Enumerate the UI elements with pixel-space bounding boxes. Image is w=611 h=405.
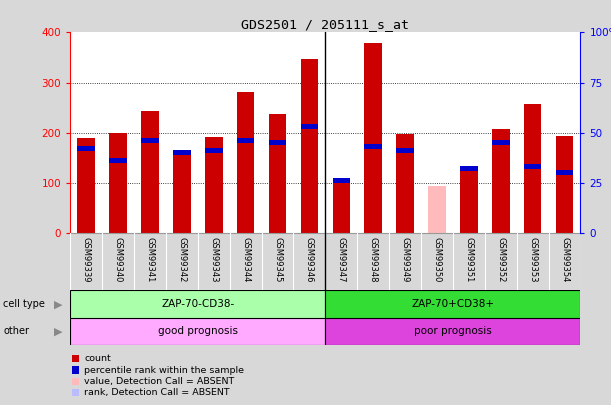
Text: GSM99341: GSM99341 [145, 237, 155, 283]
Text: GSM99344: GSM99344 [241, 237, 250, 283]
Bar [325, 318, 580, 345]
Bar [70, 318, 325, 345]
Title: GDS2501 / 205111_s_at: GDS2501 / 205111_s_at [241, 18, 409, 31]
Text: GSM99339: GSM99339 [82, 237, 90, 283]
Bar [141, 111, 159, 233]
Bar [109, 133, 127, 233]
Bar [173, 151, 191, 233]
Bar [173, 150, 191, 155]
Bar [364, 145, 382, 149]
Text: ▶: ▶ [54, 299, 62, 309]
Text: other: other [3, 326, 29, 336]
Text: GSM99353: GSM99353 [528, 237, 537, 283]
Text: GSM99352: GSM99352 [496, 237, 505, 283]
Bar [332, 181, 350, 233]
Bar [460, 166, 478, 171]
Bar [397, 148, 414, 153]
Text: rank, Detection Call = ABSENT: rank, Detection Call = ABSENT [84, 388, 230, 397]
Bar [301, 124, 318, 129]
Text: GSM99346: GSM99346 [305, 237, 314, 283]
Bar [325, 290, 580, 318]
Bar [269, 141, 287, 145]
Bar [524, 104, 541, 233]
Bar [78, 147, 95, 151]
Bar [205, 136, 222, 233]
Bar [428, 186, 446, 233]
Text: ZAP-70-CD38-: ZAP-70-CD38- [161, 299, 235, 309]
Text: GSM99345: GSM99345 [273, 237, 282, 283]
Text: GSM99340: GSM99340 [114, 237, 123, 283]
Text: GSM99343: GSM99343 [209, 237, 218, 283]
Text: GSM99347: GSM99347 [337, 237, 346, 283]
Bar [237, 92, 254, 233]
Text: GSM99354: GSM99354 [560, 237, 569, 283]
Text: GSM99350: GSM99350 [433, 237, 442, 283]
Bar [556, 136, 573, 233]
Text: cell type: cell type [3, 299, 45, 309]
Bar [269, 114, 287, 233]
Bar [492, 129, 510, 233]
Text: ZAP-70+CD38+: ZAP-70+CD38+ [411, 299, 494, 309]
Bar [492, 141, 510, 145]
Text: count: count [84, 354, 111, 363]
Text: percentile rank within the sample: percentile rank within the sample [84, 366, 244, 375]
Text: GSM99348: GSM99348 [368, 237, 378, 283]
Text: good prognosis: good prognosis [158, 326, 238, 336]
Text: ▶: ▶ [54, 326, 62, 336]
Bar [70, 290, 325, 318]
Text: poor prognosis: poor prognosis [414, 326, 492, 336]
Bar [237, 139, 254, 143]
Bar [397, 134, 414, 233]
Bar [301, 59, 318, 233]
Bar [460, 169, 478, 233]
Bar [78, 138, 95, 233]
Bar [556, 171, 573, 175]
Bar [205, 148, 222, 153]
Bar [364, 43, 382, 233]
Bar [332, 179, 350, 183]
Bar [141, 139, 159, 143]
Bar [109, 158, 127, 163]
Text: GSM99349: GSM99349 [401, 237, 409, 283]
Text: GSM99342: GSM99342 [177, 237, 186, 283]
Bar [524, 164, 541, 169]
Text: GSM99351: GSM99351 [464, 237, 474, 283]
Text: value, Detection Call = ABSENT: value, Detection Call = ABSENT [84, 377, 235, 386]
